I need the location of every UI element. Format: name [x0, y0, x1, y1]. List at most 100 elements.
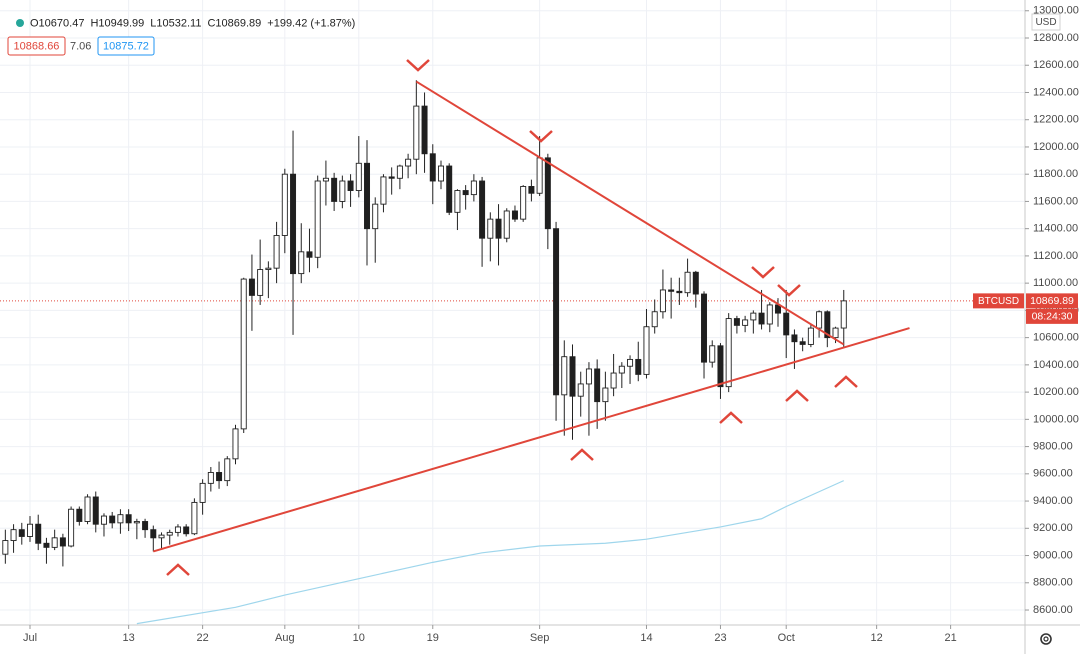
candle-body [281, 173, 288, 236]
currency-box [1031, 13, 1061, 31]
candle-body [27, 523, 34, 537]
candle-body [142, 521, 149, 531]
ask: 10875.72 [103, 40, 149, 52]
candle-body [224, 458, 231, 482]
ask-box[interactable] [97, 36, 155, 56]
candle-body [339, 180, 346, 202]
y-tick-label: 9000.00 [1033, 549, 1073, 561]
candle-body [684, 271, 691, 294]
y-tick-label: 10600.00 [1033, 332, 1079, 344]
candle-body [594, 368, 601, 403]
candle-body [125, 514, 132, 524]
candle-body [43, 542, 50, 548]
candle-body [68, 508, 75, 547]
bid: 10868.66 [14, 40, 60, 52]
candle-body [405, 158, 412, 167]
candle-body [421, 105, 428, 155]
candle-body [347, 180, 354, 191]
candle-body [651, 311, 658, 328]
candle-body [454, 190, 461, 213]
x-tick-label: 13 [123, 632, 135, 644]
candle-body [470, 180, 477, 196]
candle-body [355, 162, 362, 191]
legend-value: L10532.11 [150, 17, 201, 29]
candle-body [585, 368, 592, 385]
candle-body [76, 508, 83, 522]
candle-body [117, 514, 124, 524]
candle-body [799, 341, 806, 345]
candle-body [232, 428, 239, 460]
candle-body [602, 387, 609, 403]
trendline [153, 327, 910, 553]
candle-body [290, 173, 297, 275]
y-tick-label: 11600.00 [1033, 195, 1078, 207]
status-dot[interactable] [16, 19, 24, 27]
y-tick-label: 10200.00 [1033, 386, 1079, 398]
x-tick-label: Aug [275, 632, 295, 644]
chevron-up [570, 448, 594, 461]
candle-body [725, 318, 732, 388]
candle-body [51, 537, 58, 548]
candle-body [166, 531, 173, 536]
candle-body [627, 358, 634, 367]
candle-body [150, 529, 157, 539]
settings-icon[interactable] [1040, 633, 1052, 645]
candle-body [479, 180, 486, 239]
y-tick-label: 11200.00 [1033, 250, 1078, 262]
candle-body [791, 334, 798, 343]
y-tick-label: 12600.00 [1033, 59, 1079, 71]
candle-body [717, 345, 724, 388]
plot [0, 80, 1025, 625]
candle-body [191, 501, 198, 535]
y-tick-label: 13000.00 [1033, 5, 1079, 17]
candle-body [265, 267, 272, 270]
x-tick-label: 22 [196, 632, 208, 644]
candle-body [487, 218, 494, 239]
candle-body [314, 180, 321, 258]
candle-body [273, 235, 280, 269]
candle-body [216, 472, 223, 482]
candle-body [109, 515, 116, 524]
y-tick-label: 10000.00 [1033, 413, 1079, 425]
candle-body [18, 529, 25, 537]
x-tick-label: Jul [23, 632, 37, 644]
candle-body [257, 269, 264, 296]
trendline [415, 80, 845, 346]
countdown-label: 08:24:30 [1032, 311, 1073, 323]
price-tag [1026, 293, 1078, 309]
y-tick-label: 9400.00 [1033, 495, 1073, 507]
candle-body [536, 157, 543, 194]
legend-value: C10869.89 [207, 17, 261, 29]
candle-body [298, 251, 305, 275]
gear-hub[interactable] [1043, 636, 1049, 642]
bid-box[interactable] [7, 36, 66, 56]
candle-body [742, 319, 749, 326]
candle-body [692, 271, 699, 295]
moving-average [136, 480, 845, 625]
candle-body [174, 526, 181, 533]
symbol-tag [973, 293, 1024, 309]
candle-body [133, 521, 140, 524]
legend-value: +199.42 (+1.87%) [267, 17, 355, 29]
legend-value: O10670.47 [30, 17, 84, 29]
candle-body [520, 186, 527, 220]
candle-body [840, 300, 847, 329]
candle-body [248, 278, 255, 296]
candle-body [100, 515, 107, 525]
chevron-up [166, 563, 190, 576]
y-tick-label: 12400.00 [1033, 86, 1079, 98]
chevron-up [785, 389, 809, 402]
candle-body [84, 496, 91, 522]
y-tick-label: 11400.00 [1033, 223, 1078, 235]
candle-body [331, 177, 338, 202]
gear[interactable] [1040, 633, 1052, 645]
candle-body [528, 186, 535, 194]
y-tick-label: 9600.00 [1033, 468, 1073, 480]
chevron-down [406, 59, 430, 72]
candle-body [437, 165, 444, 182]
y-tick-label: 11800.00 [1033, 168, 1078, 180]
candle-body [158, 534, 165, 539]
x-tick-label: Oct [778, 632, 795, 644]
